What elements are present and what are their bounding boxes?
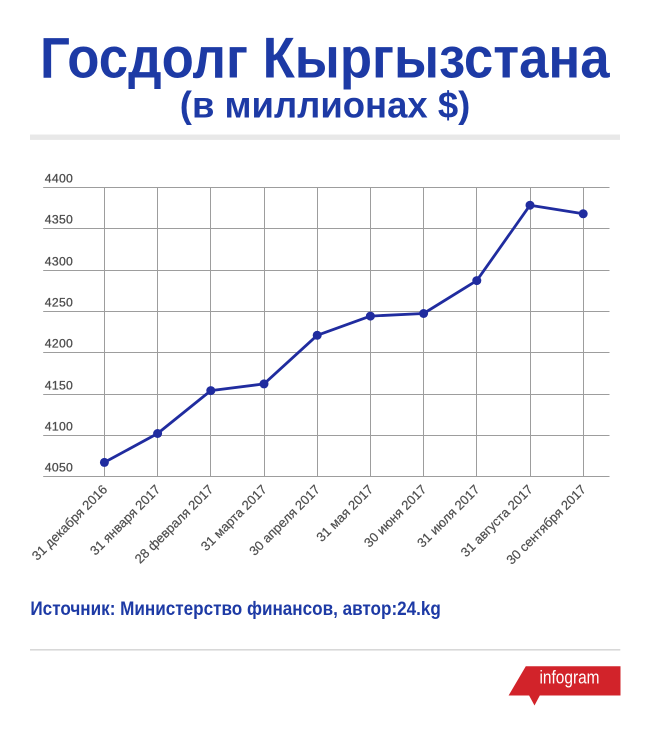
svg-text:4300: 4300 [45,255,73,269]
svg-text:4250: 4250 [45,296,73,310]
svg-text:4100: 4100 [45,420,73,434]
svg-text:4350: 4350 [45,213,73,227]
svg-text:4150: 4150 [45,379,73,393]
svg-text:4400: 4400 [45,172,73,186]
svg-text:(в миллионах $): (в миллионах $) [180,84,471,126]
svg-text:infogram: infogram [540,668,600,688]
svg-text:4200: 4200 [45,337,73,351]
svg-text:4050: 4050 [45,461,73,475]
svg-text:Госдолг Кыргызстана: Госдолг Кыргызстана [40,26,610,90]
svg-text:Источник: Министерство финансо: Источник: Министерство финансов, автор:2… [30,599,441,620]
